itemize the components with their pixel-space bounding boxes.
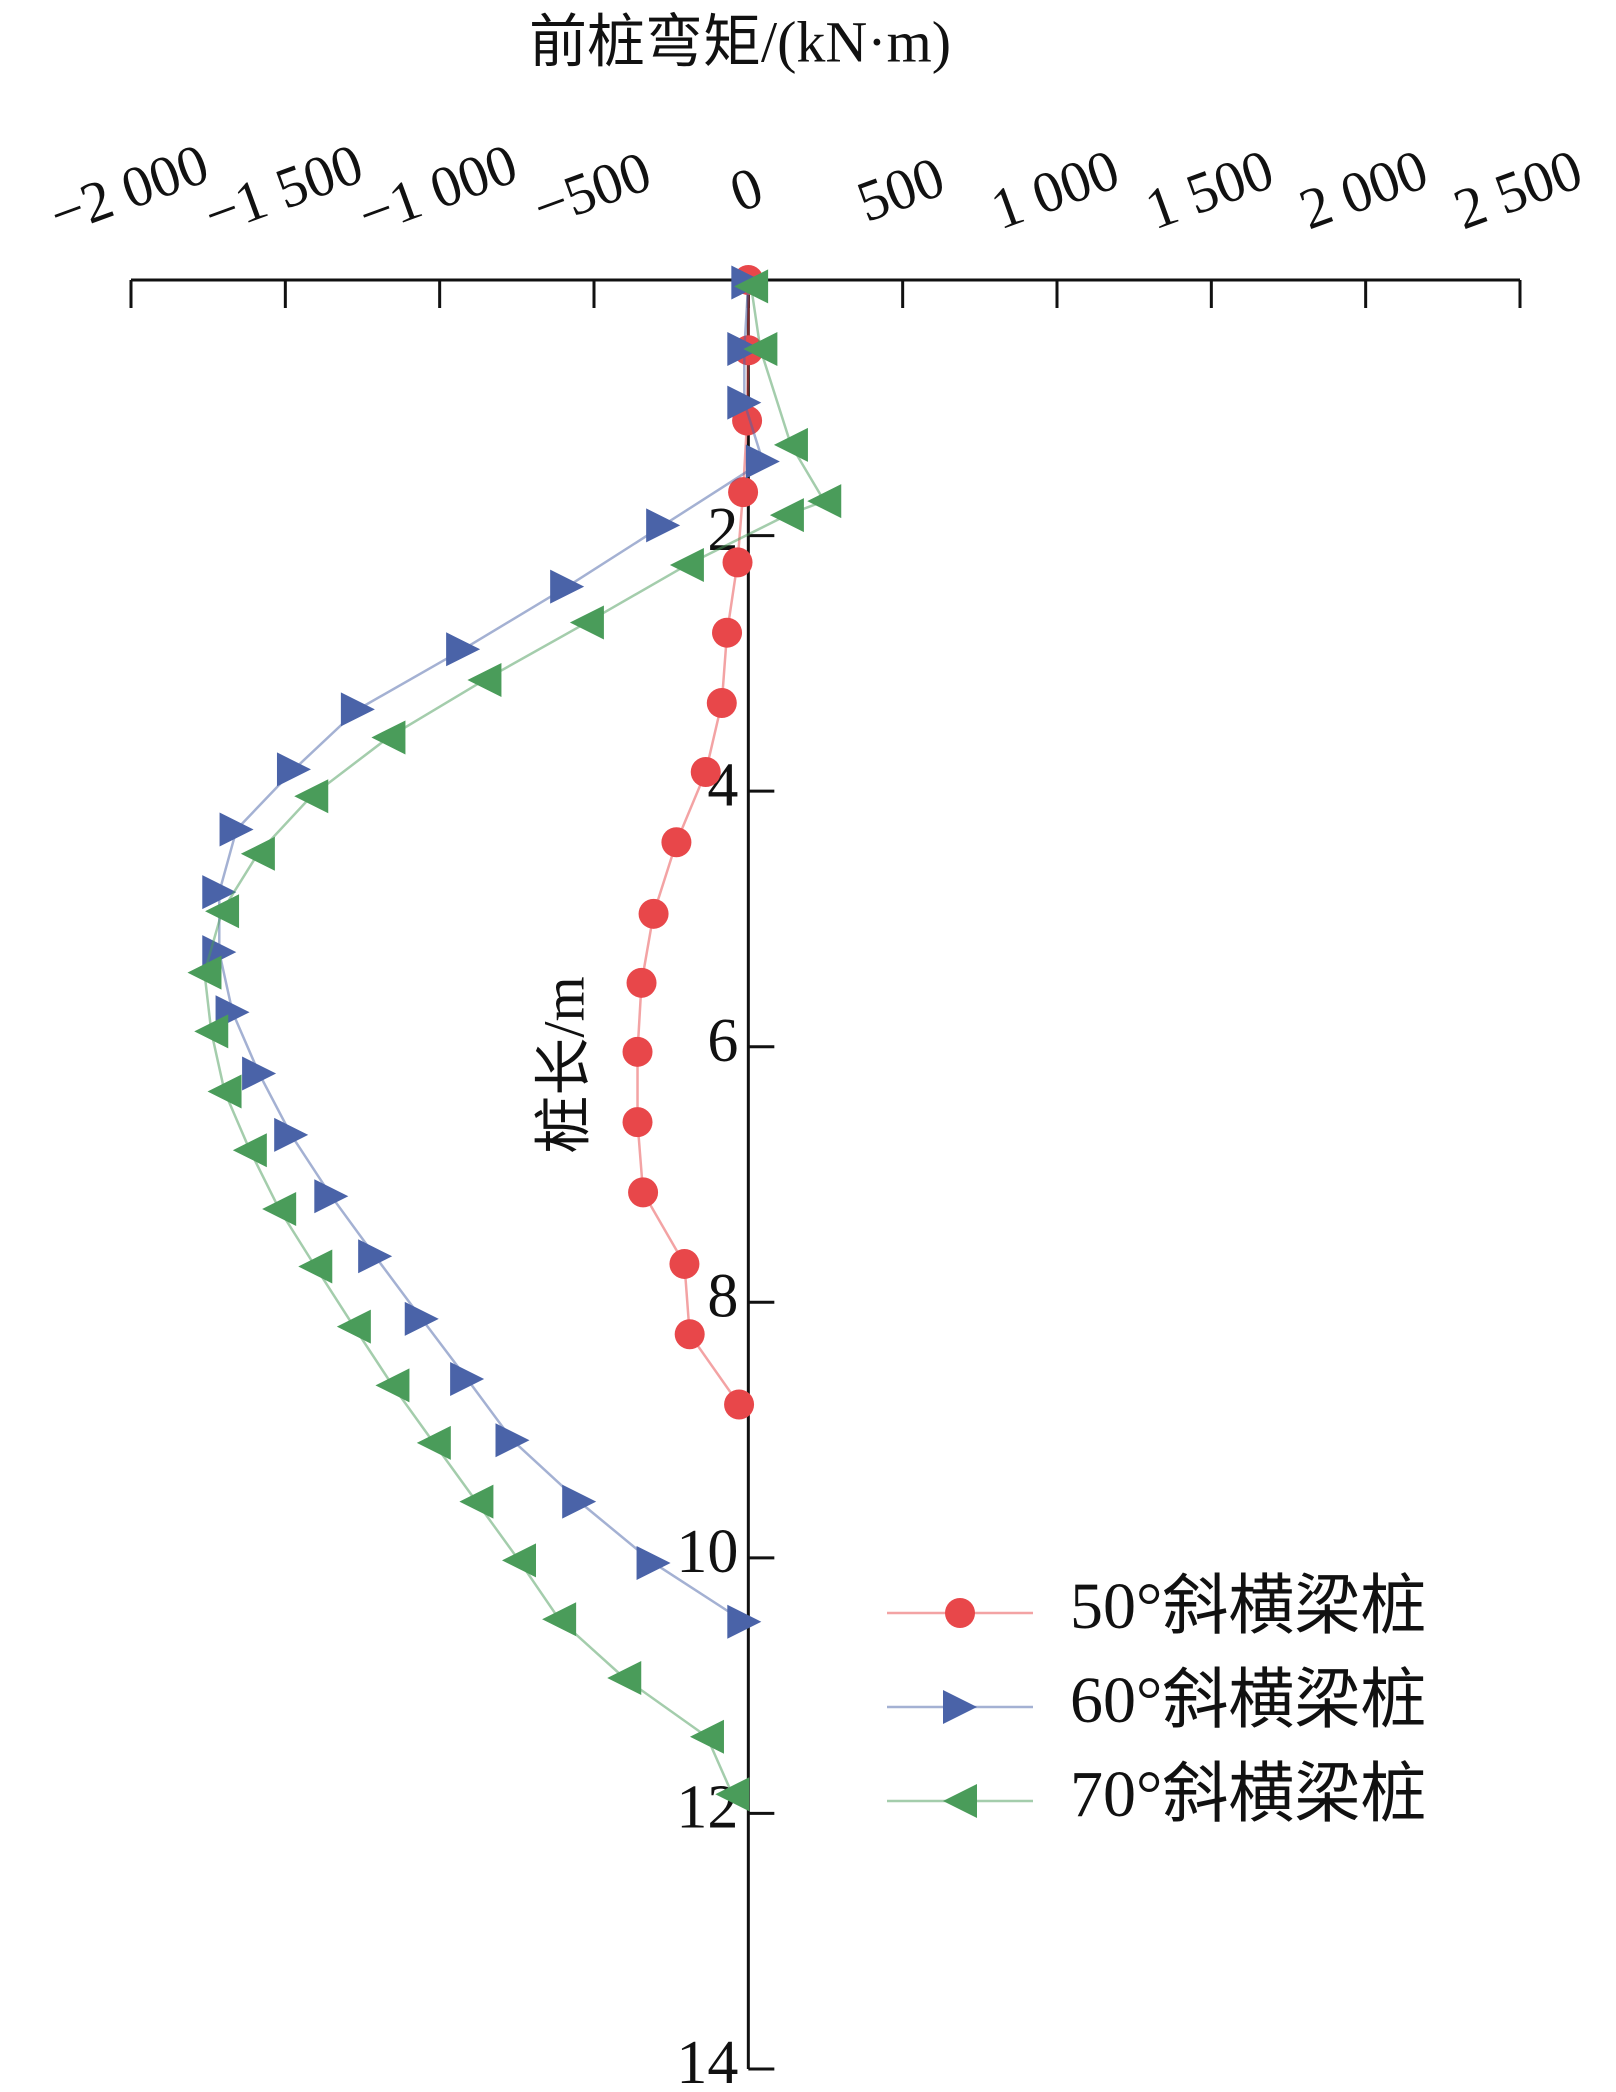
- data-point: [661, 827, 692, 858]
- data-point: [745, 444, 780, 479]
- x-tick-label: 0: [721, 154, 770, 225]
- x-tick-label: 1 500: [1137, 136, 1282, 242]
- data-point: [232, 1133, 267, 1168]
- x-tick-label: 2 000: [1291, 136, 1436, 242]
- series-line: [218, 282, 765, 1623]
- data-point: [562, 1484, 597, 1519]
- legend-marker: [943, 1690, 977, 1724]
- legend-label: 70°斜横梁桩: [1070, 1758, 1426, 1831]
- data-point: [690, 756, 721, 787]
- data-point: [358, 1239, 393, 1274]
- data-point: [807, 484, 842, 519]
- data-point: [743, 332, 778, 367]
- data-point: [715, 1777, 750, 1812]
- data-point: [298, 1249, 333, 1284]
- data-point: [314, 1179, 349, 1214]
- data-point: [712, 617, 743, 648]
- y-tick-label: 14: [676, 2029, 738, 2092]
- data-point: [446, 632, 481, 667]
- x-tick-label: −500: [525, 138, 660, 240]
- data-point: [734, 269, 769, 304]
- data-point: [495, 1423, 530, 1458]
- data-point: [262, 1192, 297, 1227]
- x-tick-label: 1 000: [982, 136, 1127, 242]
- data-point: [202, 935, 237, 970]
- legend-marker: [943, 1784, 977, 1818]
- data-point: [371, 720, 406, 755]
- data-point: [375, 1368, 410, 1403]
- data-point: [607, 1660, 642, 1695]
- data-point: [207, 1074, 242, 1109]
- data-point: [769, 498, 804, 533]
- y-tick-label: 10: [676, 1518, 738, 1586]
- data-point: [336, 1309, 371, 1344]
- data-point: [205, 894, 240, 929]
- data-point: [628, 1177, 659, 1208]
- chart-title: 前桩弯矩/(kN·m): [529, 9, 951, 74]
- data-point: [340, 692, 375, 727]
- data-point: [450, 1361, 485, 1396]
- data-point: [416, 1425, 451, 1460]
- y-axis-label: 桩长/m: [531, 976, 596, 1153]
- data-point: [689, 1719, 724, 1754]
- data-point: [669, 547, 704, 582]
- data-point: [501, 1543, 536, 1578]
- data-point: [638, 898, 669, 929]
- data-point: [706, 687, 737, 718]
- x-tick-label: −2 000: [41, 131, 217, 248]
- data-point: [542, 1602, 577, 1637]
- data-point: [669, 1248, 700, 1279]
- data-point: [202, 875, 237, 910]
- x-tick-label: −1 000: [350, 131, 526, 248]
- legend-label: 50°斜横梁桩: [1070, 1570, 1426, 1643]
- y-tick-label: 8: [707, 1263, 738, 1331]
- data-point: [467, 662, 502, 697]
- data-point: [550, 569, 585, 604]
- data-point: [727, 385, 762, 420]
- data-point: [240, 836, 275, 871]
- data-point: [724, 1389, 755, 1420]
- data-point: [773, 427, 808, 462]
- legend-marker: [945, 1598, 975, 1628]
- data-point: [242, 1056, 277, 1091]
- data-point: [569, 605, 604, 640]
- y-tick-label: 6: [707, 1007, 738, 1075]
- data-point: [194, 1014, 229, 1049]
- data-point: [646, 508, 681, 543]
- series-line: [636, 280, 750, 1406]
- data-point: [636, 1545, 671, 1580]
- data-point: [276, 752, 311, 787]
- data-point: [674, 1319, 705, 1350]
- legend-label: 60°斜横梁桩: [1070, 1664, 1426, 1737]
- data-point: [727, 1604, 762, 1639]
- x-tick-label: 500: [849, 144, 953, 235]
- x-tick-label: −1 500: [195, 131, 371, 248]
- data-point: [294, 779, 329, 814]
- data-point: [622, 1107, 653, 1138]
- data-point: [187, 955, 222, 990]
- x-tick-label: 2 500: [1445, 136, 1590, 242]
- data-point: [219, 812, 254, 847]
- data-point: [728, 477, 759, 508]
- data-point: [404, 1301, 439, 1336]
- data-point: [459, 1484, 494, 1519]
- data-point: [626, 967, 657, 998]
- data-point: [274, 1117, 309, 1152]
- data-point: [722, 547, 753, 578]
- data-point: [622, 1036, 653, 1067]
